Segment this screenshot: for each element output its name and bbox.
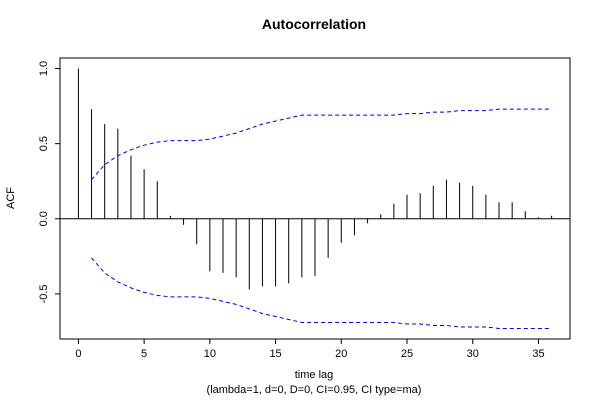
- plot-frame: [59, 57, 571, 340]
- x-tick-label: 30: [467, 348, 479, 360]
- y-axis-label: ACF: [5, 187, 17, 209]
- y-tick-label: 0.5: [38, 136, 50, 151]
- ci-upper-line: [91, 108, 552, 181]
- x-tick-label: 35: [532, 348, 544, 360]
- x-tick-label: 15: [269, 348, 281, 360]
- y-tick-label: 0.0: [38, 211, 50, 226]
- x-tick-label: 25: [401, 348, 413, 360]
- x-tick-label: 10: [204, 348, 216, 360]
- y-axis: -0.5 0.0 0.5 1.0: [38, 61, 60, 303]
- y-tick-label: -0.5: [38, 284, 50, 303]
- x-axis-label: time lag: [295, 369, 334, 381]
- x-tick-label: 5: [141, 348, 147, 360]
- acf-bars: [77, 68, 553, 290]
- x-tick-label: 0: [75, 348, 81, 360]
- x-tick-label: 20: [335, 348, 347, 360]
- chart-subtitle: (lambda=1, d=0, D=0, CI=0.95, CI type=ma…: [207, 384, 422, 396]
- chart-title: Autocorrelation: [262, 16, 366, 32]
- ci-lower-line: [91, 257, 552, 329]
- y-tick-label: 1.0: [38, 61, 50, 76]
- x-axis: 0 5 10 15 20 25 30 35: [75, 339, 545, 360]
